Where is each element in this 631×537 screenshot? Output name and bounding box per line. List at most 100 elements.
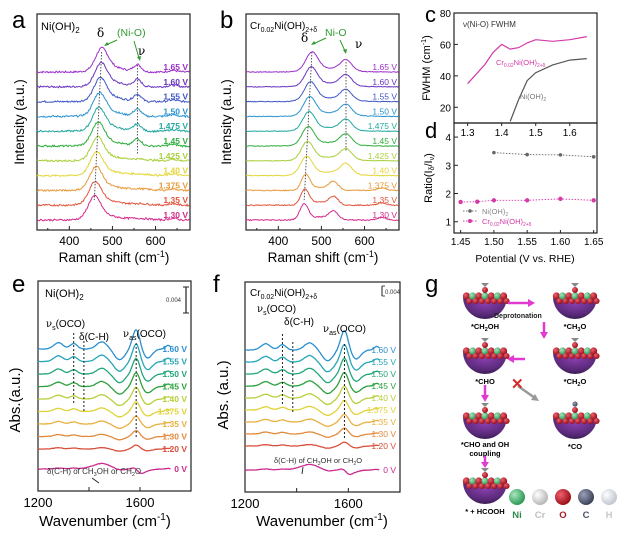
spectrum-1475V xyxy=(36,106,190,134)
ir-spectrum-0V xyxy=(244,463,380,476)
panel-letter-c: c xyxy=(425,2,436,27)
voltage-label: 0 V xyxy=(383,465,396,475)
surface-atom xyxy=(571,292,579,300)
state-ch3o: *CH3O xyxy=(552,283,600,333)
panel-d-legend: Ni(OH)2 Cr0.02Ni(OH)2+δ xyxy=(463,207,532,228)
panel-a-x-label: Raman shift (cm-1) xyxy=(59,249,170,265)
surface-atom xyxy=(577,292,585,300)
y-tick-label: 4 xyxy=(445,133,451,144)
surface-atom xyxy=(587,298,594,304)
voltage-label: 1.55 V xyxy=(163,92,188,102)
y-tick-label: 40 xyxy=(440,72,452,83)
ratio-point xyxy=(524,198,530,203)
surface-atom xyxy=(559,347,567,355)
adsorbate-o-atom xyxy=(482,342,488,348)
surface-atom xyxy=(568,298,575,304)
surface-atom xyxy=(466,298,473,304)
legend-atom-cr xyxy=(532,489,548,505)
y-tick-label: 80 xyxy=(440,9,452,20)
panel-a-peak-guides xyxy=(93,51,138,201)
ir-spectrum-135V xyxy=(244,413,380,428)
panel-a-y-label: Intensity (a.u.) xyxy=(12,79,27,165)
surface-atom xyxy=(583,347,592,355)
surface-atom xyxy=(562,418,569,424)
panel-a-title: Ni(OH)2 xyxy=(41,21,80,35)
x-tick-label: 400 xyxy=(59,234,79,248)
surface-atom xyxy=(493,292,501,300)
spectrum-145V xyxy=(37,121,190,148)
panel-f-bottom-annotation: δ(C-H) of CH3OH or CH2O xyxy=(274,456,362,467)
legend-label-ni: Ni xyxy=(512,510,522,521)
y-tick-label: 2 xyxy=(445,190,451,201)
panel-g-reaction-scheme: *CH2OH *CH3O*CH2O*CHO*CHO and OHcoupling*… xyxy=(461,283,617,521)
surface-atom xyxy=(491,418,498,424)
spectrum-140V xyxy=(36,150,190,177)
voltage-label: 1.45 V xyxy=(163,136,188,146)
delta-peak-guide xyxy=(303,51,313,201)
x-tick-label: 1600 xyxy=(126,495,155,510)
voltage-label: 1.20 V xyxy=(162,444,187,454)
x-tick-label: 1.55 xyxy=(517,237,537,248)
delta-peak-guide xyxy=(93,51,103,201)
surface-atom xyxy=(485,298,491,304)
panel-a-arrowhead-right xyxy=(137,56,141,61)
surface-atom xyxy=(462,347,470,355)
x-tick-label: 500 xyxy=(102,234,122,248)
surface-atom xyxy=(581,418,588,424)
y-tick-label: 20 xyxy=(440,103,452,114)
voltage-label: 1.475 V xyxy=(159,121,189,131)
surface-atom xyxy=(481,292,489,300)
panel-f-bottom-arrow xyxy=(301,466,304,475)
surface-atom xyxy=(587,353,594,359)
fwhm-line-ni xyxy=(509,58,587,122)
surface-atom xyxy=(475,292,483,300)
surface-atom xyxy=(583,412,592,420)
blocked-x-icon: ✕ xyxy=(511,376,524,393)
adsorbate-ch-group xyxy=(481,468,489,472)
ir-spectrum-135V xyxy=(37,415,171,429)
arrow-cho-to-co-head xyxy=(531,394,539,401)
voltage-label: 1.35 V xyxy=(371,417,396,427)
surface-atom xyxy=(475,412,483,420)
voltage-label: 1.30 V xyxy=(372,210,397,220)
voltage-label: 1.65 V xyxy=(372,62,397,72)
surface-atom xyxy=(559,412,567,420)
arrow-cho-to-co-blocked xyxy=(517,384,536,400)
surface-atom xyxy=(503,483,510,489)
surface-atom xyxy=(485,418,491,424)
x-tick-label: 1200 xyxy=(231,496,260,511)
panel-f-scale-label: 0.004 xyxy=(385,290,401,296)
arrow-ch2o-to-cho-head xyxy=(507,355,514,363)
state-label-cho_oh: *CHO and OH xyxy=(461,440,509,449)
voltage-label: 1.50 V xyxy=(372,106,397,116)
panel-b-y-label: Intensity (a.u.) xyxy=(219,79,234,165)
panel-f-peak-guides xyxy=(281,334,345,440)
panel-a-nio-label: (Ni-O) xyxy=(117,27,146,39)
state-label-ch2oh: *CH2OH xyxy=(471,322,499,333)
state-label-hcooh: * + HCOOH xyxy=(465,507,504,516)
surface-atom xyxy=(487,412,495,420)
surface-atom xyxy=(478,353,485,359)
surface-atom xyxy=(552,412,561,420)
ratio-line-ni xyxy=(493,152,594,158)
panel-f-frame xyxy=(244,281,401,493)
spectrum-130V xyxy=(37,194,190,222)
panel-f-y-label: Abs. (a.u.) xyxy=(215,360,232,429)
ratio-point xyxy=(492,150,496,155)
arrow-coupling-to-hcooh-head xyxy=(481,462,489,468)
panel-c-frame xyxy=(453,12,598,124)
legend-atom-c xyxy=(578,489,594,505)
spectrum-130V xyxy=(245,202,399,222)
voltage-label: 1.60 V xyxy=(162,344,187,354)
panel-a-raman-niohx: 1.65 V 1.60 V 1.55 V 1.50 V 1.475 V 1.45 V 1.4… xyxy=(12,13,191,265)
ratio-point xyxy=(458,199,463,205)
spectrum-155V xyxy=(245,81,399,103)
surface-atom xyxy=(583,292,592,300)
spectrum-145V xyxy=(246,125,399,147)
surface-atom xyxy=(497,483,504,489)
top-x-tick-label: 1.4 xyxy=(495,128,509,139)
surface-atom xyxy=(493,412,501,420)
surface-atom xyxy=(562,353,569,359)
ir-spectrum-1375V xyxy=(37,401,171,418)
